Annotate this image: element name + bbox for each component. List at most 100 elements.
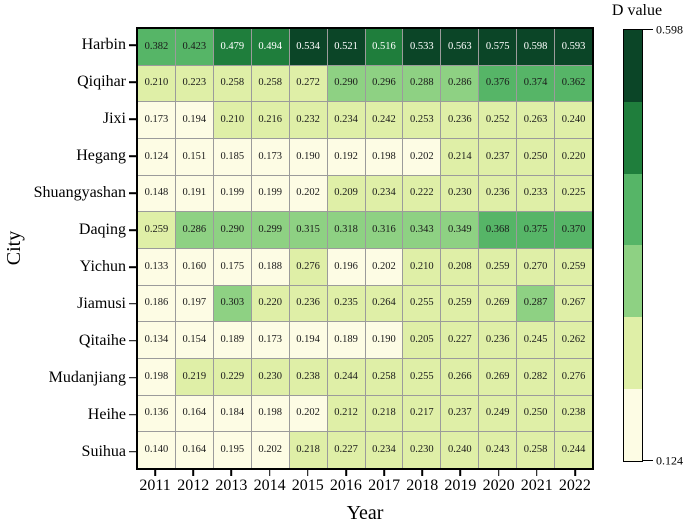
heatmap-cell: 0.223 [175, 65, 213, 102]
heatmap-cell: 0.210 [138, 65, 175, 102]
heatmap-cell: 0.252 [479, 102, 517, 138]
x-tick-mark [230, 470, 233, 476]
heatmap-cell: 0.238 [289, 359, 327, 395]
y-axis-labels: Harbin Qiqihar Jixi Hegang Shuangyashan Daqin… [0, 27, 126, 470]
y-tick-label: Shuangyashan [33, 184, 126, 202]
x-tick-label: 2013 [215, 477, 248, 494]
x-tick-label: 2012 [177, 477, 210, 494]
heatmap-cell: 0.253 [403, 102, 441, 138]
heatmap-cell: 0.376 [479, 65, 517, 102]
colorbar [623, 29, 643, 462]
heatmap-grid: 0.382 0.423 0.479 0.494 0.534 0.521 0.516 0.533… [136, 27, 594, 470]
y-tick-mark [129, 118, 136, 121]
heatmap-cell: 0.227 [327, 432, 365, 468]
y-axis-ticks [129, 27, 136, 470]
heatmap-cell: 0.316 [365, 212, 403, 248]
heatmap-cell: 0.255 [403, 359, 441, 395]
heatmap-cell: 0.192 [327, 139, 365, 175]
heatmap-cell: 0.136 [138, 395, 175, 432]
heatmap-cell: 0.237 [441, 395, 479, 432]
x-tick-label: 2022 [558, 477, 591, 494]
heatmap-cell: 0.188 [251, 249, 289, 285]
heatmap-cell: 0.185 [213, 139, 251, 175]
heatmap-cell: 0.244 [327, 359, 365, 395]
heatmap-cell: 0.593 [555, 29, 592, 65]
heatmap-cell: 0.259 [138, 212, 175, 248]
heatmap-cell: 0.217 [403, 395, 441, 432]
heatmap-cell: 0.218 [289, 432, 327, 468]
x-axis-ticks [136, 470, 594, 477]
y-tick-label: Hegang [76, 147, 126, 165]
heatmap-cell: 0.375 [517, 212, 555, 248]
x-tick-mark [306, 470, 309, 476]
x-tick-mark [383, 470, 385, 476]
colorbar-band [624, 173, 642, 246]
heatmap-cell: 0.222 [403, 175, 441, 212]
heatmap-cell: 0.220 [251, 285, 289, 322]
y-tick-label: Jiamusi [77, 294, 126, 312]
heatmap-cell: 0.575 [479, 29, 517, 65]
x-axis-labels: 2011 2012 2013 2014 2015 2016 2017 2018 2019 2020… [136, 477, 594, 495]
y-tick-label: Heihe [87, 405, 126, 423]
heatmap-cell: 0.173 [251, 322, 289, 358]
heatmap-cell: 0.270 [517, 249, 555, 285]
x-tick-label: 2015 [291, 477, 324, 494]
heatmap-cell: 0.230 [403, 432, 441, 468]
colorbar-max-label: 0.598 [656, 22, 683, 37]
heatmap-cell: 0.198 [251, 395, 289, 432]
heatmap-cell: 0.250 [517, 139, 555, 175]
y-tick-label: Qiqihar [77, 73, 126, 91]
y-tick-mark [129, 81, 136, 84]
heatmap-cell: 0.264 [365, 285, 403, 322]
colorbar-min-tick [643, 460, 653, 462]
heatmap-cell: 0.173 [251, 139, 289, 175]
heatmap-cell: 0.243 [479, 432, 517, 468]
heatmap-cell: 0.598 [517, 29, 555, 65]
heatmap-cell: 0.250 [517, 395, 555, 432]
y-tick-mark [129, 450, 136, 453]
y-tick-label: Qitaihe [78, 331, 126, 349]
y-tick-mark [129, 266, 136, 268]
heatmap-cell: 0.191 [175, 175, 213, 212]
heatmap-cell: 0.194 [175, 102, 213, 138]
heatmap-cell: 0.233 [517, 175, 555, 212]
heatmap-cell: 0.303 [213, 285, 251, 322]
x-tick-mark [535, 470, 538, 476]
x-tick-label: 2018 [406, 477, 439, 494]
heatmap-cell: 0.240 [555, 102, 592, 138]
y-tick-mark [129, 44, 136, 47]
x-tick-mark [459, 470, 462, 476]
heatmap-cell: 0.382 [138, 29, 175, 65]
heatmap-cell: 0.236 [479, 175, 517, 212]
y-tick-label: Jixi [102, 110, 126, 128]
heatmap-cell: 0.229 [213, 359, 251, 395]
heatmap-cell: 0.199 [251, 175, 289, 212]
heatmap-cell: 0.249 [479, 395, 517, 432]
heatmap-cell: 0.202 [289, 175, 327, 212]
heatmap-cell: 0.164 [175, 432, 213, 468]
heatmap-cell: 0.220 [555, 139, 592, 175]
heatmap-cell: 0.272 [289, 65, 327, 102]
colorbar-band [624, 245, 642, 318]
heatmap-cell: 0.214 [441, 139, 479, 175]
heatmap-cell: 0.362 [555, 65, 592, 102]
heatmap-cell: 0.202 [365, 249, 403, 285]
heatmap-cell: 0.154 [175, 322, 213, 358]
colorbar-band [624, 317, 642, 390]
heatmap-cell: 0.290 [327, 65, 365, 102]
heatmap-cell: 0.202 [289, 395, 327, 432]
heatmap-cell: 0.259 [441, 285, 479, 322]
heatmap-cell: 0.230 [441, 175, 479, 212]
heatmap-cell: 0.242 [365, 102, 403, 138]
y-tick-mark [129, 413, 136, 416]
heatmap-cell: 0.175 [213, 249, 251, 285]
heatmap-cell: 0.160 [175, 249, 213, 285]
heatmap-cell: 0.286 [175, 212, 213, 248]
heatmap-cell: 0.216 [251, 102, 289, 138]
heatmap-cell: 0.269 [479, 359, 517, 395]
heatmap-cell: 0.244 [555, 432, 592, 468]
heatmap-cell: 0.184 [213, 395, 251, 432]
colorbar-band [624, 30, 642, 102]
heatmap-cell: 0.349 [441, 212, 479, 248]
